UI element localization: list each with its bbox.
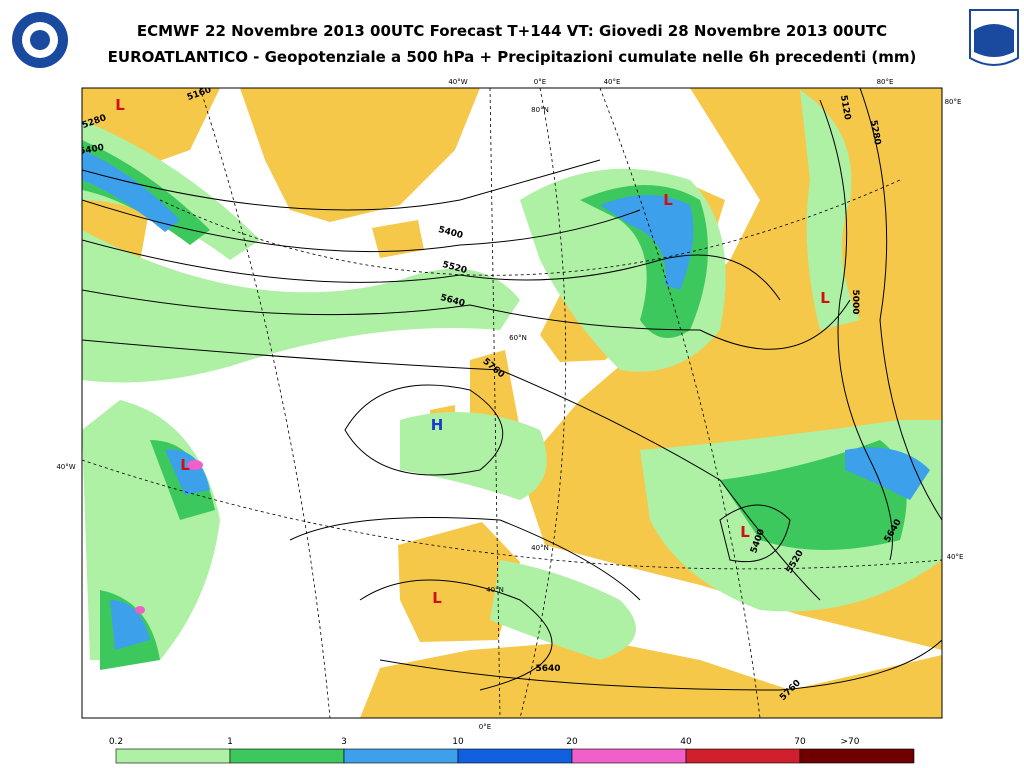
legend-swatch (571, 748, 687, 764)
contour-label: 5000 (850, 289, 860, 314)
legend: 0.2 1 3 10 20 40 70 >70 (109, 737, 915, 764)
legend-label: 1 (227, 737, 233, 747)
pressure-center: L (663, 191, 673, 209)
grid-label: 80°E (945, 98, 962, 106)
legend-swatch (799, 748, 915, 764)
map-frame (81, 87, 943, 719)
grid-label: 60°N (509, 334, 527, 342)
pressure-center: H (431, 416, 444, 434)
grid-label: 40°N (486, 586, 504, 594)
legend-swatch (229, 748, 345, 764)
legend-swatch (343, 748, 459, 764)
pressure-center: L (115, 96, 125, 114)
grid-label: 40°W (56, 463, 75, 471)
legend-label: 20 (566, 737, 578, 747)
contour-label: 5280 (868, 119, 882, 145)
grid-label: 80°E (877, 78, 894, 86)
logo-right (969, 9, 1019, 66)
precipitation-very-heavy (135, 460, 203, 614)
meridians (82, 88, 942, 718)
legend-label: 70 (794, 737, 806, 747)
map: 80°N60°N40°N40°N516052805400540055205640… (78, 88, 942, 718)
contour-label: 5640 (535, 664, 560, 674)
pressure-center: L (432, 589, 442, 607)
legend-swatch (685, 748, 801, 764)
grid-label: 40°E (947, 553, 964, 561)
title: ECMWF 22 Novembre 2013 00UTC Forecast T+… (137, 22, 887, 40)
legend-label: 3 (341, 737, 347, 747)
grid-label: 40°N (531, 544, 549, 552)
grid-label: 0°E (479, 723, 491, 731)
subtitle: EUROATLANTICO - Geopotenziale a 500 hPa … (108, 48, 917, 66)
contour-label: 5120 (838, 94, 852, 120)
legend-label: 0.2 (109, 737, 123, 747)
precipitation-heavy (82, 150, 930, 650)
frame-labels: 40°W 0°E 40°E 80°E 80°E 40°W 40°E 0°E (56, 78, 963, 731)
legend-label: >70 (841, 737, 860, 747)
contours (82, 88, 942, 691)
pressure-center: L (180, 456, 190, 474)
grid-label: 80°N (531, 106, 549, 114)
pressure-center: L (740, 523, 750, 541)
legend-label: 10 (452, 737, 464, 747)
grid-label: 40°E (604, 78, 621, 86)
grid-label: 0°E (534, 78, 546, 86)
contour-label: 5400 (78, 143, 104, 157)
grid-label: 40°W (448, 78, 467, 86)
logo-left (12, 12, 68, 68)
map-labels: 80°N60°N40°N40°N516052805400540055205640… (78, 88, 904, 703)
pressure-center: L (820, 289, 830, 307)
legend-label: 40 (680, 737, 692, 747)
legend-swatch (115, 748, 231, 764)
legend-swatch (457, 748, 573, 764)
